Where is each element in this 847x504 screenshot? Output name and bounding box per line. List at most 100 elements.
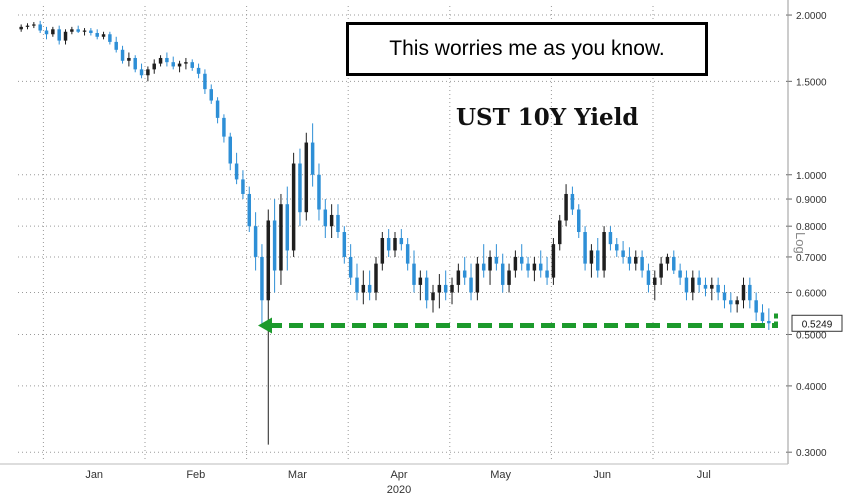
candle-body bbox=[672, 256, 676, 271]
candle-body bbox=[323, 209, 328, 227]
last-value-box bbox=[791, 314, 843, 332]
y-tick-label: 0.7000 bbox=[796, 253, 827, 264]
candle-body bbox=[310, 142, 315, 175]
candle-body bbox=[228, 136, 233, 164]
candle-body bbox=[279, 204, 283, 271]
support-arrow-head bbox=[258, 317, 272, 334]
y-tick-label: 0.6000 bbox=[796, 288, 827, 299]
candle-body bbox=[63, 31, 68, 41]
candle-body bbox=[44, 30, 49, 35]
x-year-label: 2020 bbox=[387, 484, 411, 496]
candle-body bbox=[203, 73, 207, 90]
candle-body bbox=[513, 256, 518, 271]
candle-body bbox=[583, 232, 587, 264]
candle-body bbox=[424, 277, 429, 301]
candle-body bbox=[481, 263, 486, 271]
candle-body bbox=[329, 214, 334, 227]
axes: 2.0000 1.5000 1.0000 0.9000 0.8000 0.7000 0.60… bbox=[0, 0, 843, 496]
support-arrow bbox=[258, 313, 778, 334]
candle-body bbox=[475, 263, 480, 293]
candle-body bbox=[342, 232, 347, 257]
y-tick-label: 0.3000 bbox=[796, 448, 827, 459]
candle-body bbox=[209, 89, 213, 101]
candle-body bbox=[51, 29, 55, 35]
candle-body bbox=[684, 277, 689, 293]
candle-body bbox=[190, 62, 194, 68]
y-tick-label: 0.5000 bbox=[796, 330, 827, 341]
candle-body bbox=[127, 57, 131, 61]
candle-body bbox=[222, 117, 226, 137]
candle-body bbox=[741, 284, 746, 301]
candle-body bbox=[108, 34, 112, 42]
candle-body bbox=[393, 237, 397, 251]
candle-body bbox=[19, 26, 23, 30]
candle-body bbox=[89, 30, 93, 34]
candle-body bbox=[545, 270, 549, 278]
y-tick-label: 0.4000 bbox=[796, 382, 827, 393]
candle-body bbox=[215, 100, 220, 118]
candle-body bbox=[494, 256, 499, 264]
candle-body bbox=[247, 193, 252, 227]
candle-body bbox=[678, 270, 682, 278]
candle-body bbox=[538, 263, 543, 271]
candle-body bbox=[361, 284, 366, 293]
candle-body bbox=[380, 237, 385, 264]
candle-body bbox=[488, 256, 492, 271]
candle-body bbox=[596, 250, 600, 271]
candle-body bbox=[405, 244, 410, 264]
candle-body bbox=[526, 263, 530, 271]
annotation-text: This worries me as you know. bbox=[389, 37, 665, 60]
candle-body bbox=[133, 57, 137, 70]
candle-body bbox=[165, 57, 169, 63]
candle-body bbox=[627, 256, 632, 264]
x-month-label: Mar bbox=[288, 469, 307, 481]
candle-body bbox=[767, 321, 771, 324]
candle-body bbox=[348, 256, 353, 278]
candle-body bbox=[602, 232, 606, 271]
candle-body bbox=[697, 277, 701, 285]
chart-title: UST 10Y Yield bbox=[456, 104, 639, 131]
candle-body bbox=[507, 270, 511, 285]
candle-body bbox=[760, 312, 765, 322]
candle-body bbox=[152, 63, 156, 70]
candles bbox=[19, 20, 771, 445]
candle-body bbox=[95, 33, 99, 37]
candle-body bbox=[184, 62, 188, 64]
candle-body bbox=[399, 237, 404, 245]
candle-body bbox=[659, 263, 663, 278]
candle-body bbox=[608, 232, 613, 245]
candle-body bbox=[317, 174, 321, 210]
x-month-label: Jul bbox=[697, 469, 711, 481]
gridlines bbox=[18, 6, 780, 460]
candle-body bbox=[196, 67, 201, 74]
candle-body bbox=[120, 49, 125, 61]
candle-body bbox=[386, 237, 391, 251]
candle-body bbox=[640, 256, 644, 271]
x-month-label: Jan bbox=[85, 469, 103, 481]
x-month-label: Feb bbox=[186, 469, 205, 481]
y-tick-label: 2.0000 bbox=[796, 11, 827, 22]
candle-body bbox=[710, 284, 714, 289]
candle-body bbox=[336, 214, 340, 233]
candle-body bbox=[722, 292, 727, 301]
candle-body bbox=[557, 220, 562, 245]
candle-body bbox=[716, 284, 720, 293]
candle-body bbox=[691, 277, 695, 293]
annotation-box: This worries me as you know. bbox=[346, 22, 708, 76]
candle-body bbox=[589, 250, 594, 264]
candle-body bbox=[101, 34, 106, 37]
candle-body bbox=[139, 69, 144, 76]
candle-body bbox=[570, 193, 575, 210]
candle-body bbox=[519, 256, 524, 264]
candle-body bbox=[234, 163, 239, 180]
candle-body bbox=[703, 284, 708, 289]
x-month-label: Jun bbox=[593, 469, 611, 481]
candle-body bbox=[291, 163, 296, 251]
candle-body bbox=[298, 163, 302, 213]
candle-body bbox=[241, 179, 245, 194]
candle-body bbox=[158, 57, 163, 64]
candle-body bbox=[146, 69, 150, 76]
candle-body bbox=[412, 263, 416, 285]
